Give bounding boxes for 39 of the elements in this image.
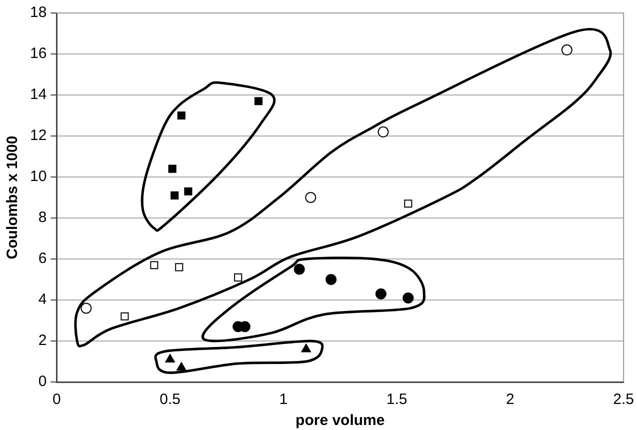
y-tick-label: 4 [38,291,47,308]
point [561,44,572,56]
y-axis-title: Coulombs x 1000 [4,136,22,260]
x-tick-label: 1.5 [386,391,408,408]
y-tick-label: 14 [30,86,47,104]
x-tick-label: 1 [279,391,288,408]
x-tick-label: 2 [506,391,514,408]
point [80,302,92,314]
x-axis-title: pore volume [296,412,385,430]
x-tick-label: 0 [52,391,61,408]
point [150,261,158,270]
point [170,191,179,200]
point [305,192,316,203]
y-tick-label: 10 [30,168,47,186]
y-tick-label: 2 [38,332,47,350]
y-tick-label: 12 [30,127,47,144]
point [301,344,311,352]
point [294,264,305,275]
point [168,164,176,173]
point [165,354,175,362]
point [234,273,242,282]
point [184,187,192,196]
x-tick-label: 0.5 [160,391,180,408]
point [402,292,414,304]
point [404,200,412,208]
y-tick-label: 6 [38,250,47,268]
y-tick-label: 8 [38,209,47,226]
point [326,274,337,285]
x-tick-label: 2.5 [613,391,634,408]
point [175,263,184,272]
point [177,111,186,120]
y-tick-label: 0 [38,373,47,390]
point [254,97,263,106]
point [378,126,389,138]
point [120,312,129,320]
point [375,288,386,300]
y-tick-label: 16 [30,45,47,62]
point [176,362,186,371]
y-tick-label: 18 [30,4,47,22]
